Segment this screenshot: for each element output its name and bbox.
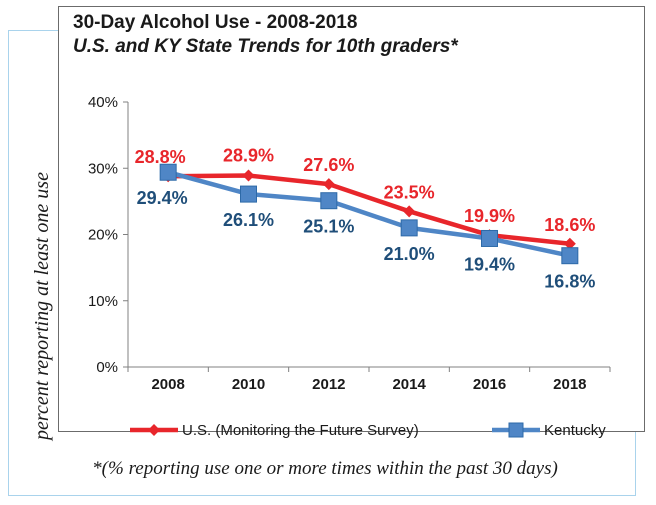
data-label-us: 19.9% — [464, 206, 515, 226]
data-point-us — [322, 178, 335, 191]
data-label-kentucky: 26.1% — [223, 210, 274, 230]
data-point-kentucky — [481, 229, 498, 247]
y-tick-label: 40% — [88, 94, 118, 111]
legend-label-kentucky: Kentucky — [544, 422, 606, 439]
footnote: *(% reporting use one or more times with… — [92, 458, 558, 479]
data-label-us: 23.5% — [384, 182, 435, 202]
y-tick-label: 30% — [88, 160, 118, 177]
chart-subtitle: U.S. and KY State Trends for 10th grader… — [73, 36, 458, 57]
y-tick-label: 0% — [96, 359, 118, 376]
chart-container — [58, 6, 645, 432]
legend-marker-us — [148, 424, 160, 436]
x-tick-label: 2018 — [553, 376, 586, 393]
data-point-kentucky — [561, 247, 579, 265]
data-point-us — [403, 205, 416, 218]
data-point-kentucky — [320, 192, 338, 210]
data-point-kentucky — [159, 163, 177, 181]
data-point-us — [242, 169, 255, 182]
legend-label-us: U.S. (Monitoring the Future Survey) — [182, 422, 419, 439]
legend-marker-kentucky — [508, 422, 524, 438]
x-tick-label: 2008 — [151, 376, 184, 393]
data-label-us: 27.6% — [303, 155, 354, 175]
data-label-kentucky: 25.1% — [303, 217, 354, 237]
data-label-kentucky: 21.0% — [384, 244, 435, 264]
data-label-us: 18.6% — [544, 215, 595, 235]
data-point-kentucky — [400, 219, 418, 237]
series-line-kentucky — [167, 170, 571, 258]
outer-frame-top-border — [8, 30, 58, 31]
chart-title: 30-Day Alcohol Use - 2008-2018 — [73, 12, 358, 33]
data-point-kentucky — [240, 185, 257, 203]
x-tick-label: 2010 — [232, 376, 265, 393]
data-label-kentucky: 19.4% — [464, 254, 515, 274]
data-point-us — [563, 237, 576, 250]
data-label-kentucky: 16.8% — [544, 272, 595, 292]
x-tick-label: 2016 — [473, 376, 506, 393]
series-line-us — [168, 173, 571, 247]
x-tick-label: 2012 — [312, 376, 345, 393]
x-tick-label: 2014 — [392, 376, 426, 393]
data-label-us: 28.8% — [135, 147, 186, 167]
y-tick-label: 10% — [88, 293, 118, 310]
data-label-kentucky: 29.4% — [137, 188, 188, 208]
data-label-us: 28.9% — [223, 146, 274, 166]
y-tick-label: 20% — [88, 227, 118, 244]
